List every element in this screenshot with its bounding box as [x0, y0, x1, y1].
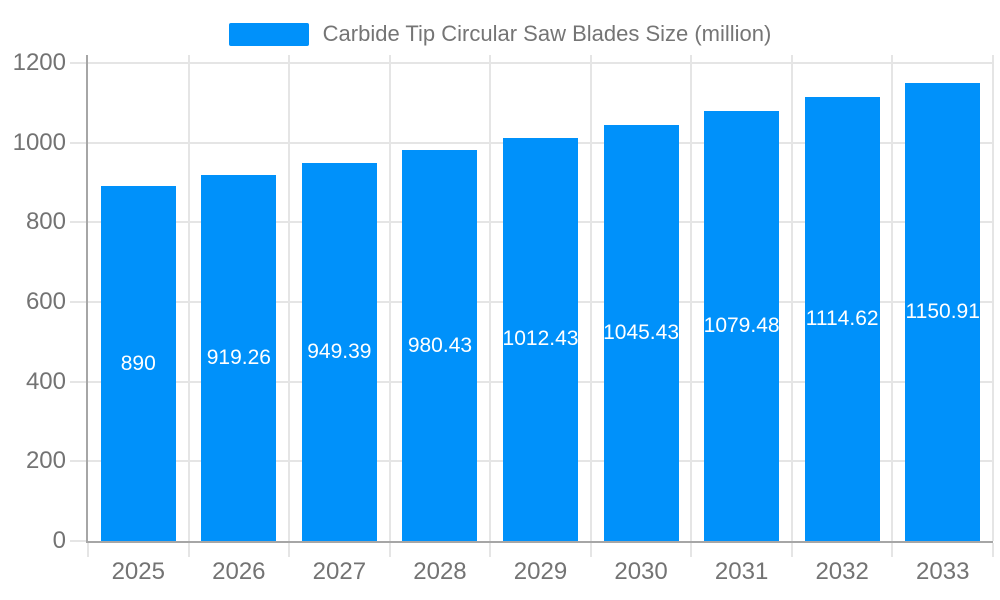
legend-marker-icon — [228, 22, 309, 46]
x-tick-label: 2030 — [614, 558, 668, 585]
x-axis-tick — [187, 543, 190, 557]
y-axis-tick — [70, 62, 86, 64]
gridline-vertical — [388, 55, 391, 541]
gridline-vertical — [288, 55, 291, 541]
bar[interactable] — [100, 186, 176, 541]
legend[interactable]: Carbide Tip Circular Saw Blades Size (mi… — [0, 22, 1000, 46]
bar[interactable] — [905, 82, 981, 541]
y-axis-tick — [70, 460, 86, 463]
x-axis-line — [86, 541, 993, 543]
gridline-vertical — [790, 55, 793, 541]
y-tick-label: 1000 — [12, 128, 66, 156]
gridline-horizontal — [88, 62, 993, 64]
gridline-vertical — [489, 55, 492, 541]
x-axis-tick — [992, 543, 994, 557]
y-axis-tick — [70, 540, 86, 542]
bar[interactable] — [804, 97, 880, 541]
y-axis-tick — [70, 221, 86, 224]
legend-label: Carbide Tip Circular Saw Blades Size (mi… — [322, 21, 772, 46]
x-axis-tick — [790, 543, 793, 557]
x-tick-label: 2026 — [212, 558, 266, 585]
gridline-vertical — [187, 55, 190, 541]
x-tick-label: 2031 — [714, 558, 769, 585]
bar-value-label: 949.39 — [307, 339, 372, 363]
x-axis-tick — [690, 543, 693, 557]
x-axis-tick — [589, 543, 592, 557]
x-tick-label: 2028 — [413, 558, 467, 585]
bar[interactable] — [301, 162, 377, 541]
y-axis-tick — [70, 380, 86, 383]
y-axis-tick — [70, 141, 86, 144]
gridline-vertical — [589, 55, 592, 541]
x-axis-tick — [489, 543, 492, 557]
y-tick-label: 800 — [25, 208, 66, 236]
bar[interactable] — [402, 150, 478, 541]
bar-value-label: 890 — [120, 351, 156, 375]
bar-value-label: 1150.91 — [905, 299, 980, 323]
bar-value-label: 1114.62 — [805, 307, 879, 330]
bar-value-label: 1079.48 — [703, 314, 780, 337]
x-axis-tick — [87, 543, 89, 557]
gridline-vertical — [690, 55, 693, 541]
x-axis-tick — [288, 543, 291, 557]
bar-value-label: 1012.43 — [502, 327, 579, 351]
bar-value-label: 1045.43 — [603, 320, 680, 344]
bar-value-label: 980.43 — [407, 333, 473, 357]
gridline-vertical — [891, 55, 894, 541]
x-tick-label: 2029 — [513, 558, 568, 585]
plot-area: 0 200 400 600 800 1000 1200 890 2025 919.26 2026 94… — [13, 50, 994, 585]
x-tick-label: 2033 — [916, 558, 970, 585]
x-tick-label: 2025 — [111, 558, 165, 585]
x-tick-label: 2027 — [312, 558, 367, 585]
bar[interactable] — [704, 111, 780, 541]
y-axis-tick — [70, 301, 86, 303]
y-tick-label: 1200 — [12, 49, 66, 76]
x-axis-tick — [388, 543, 391, 557]
bar[interactable] — [201, 174, 277, 541]
bar[interactable] — [503, 137, 578, 541]
y-tick-label: 0 — [52, 527, 66, 554]
bar-value-label: 919.26 — [206, 345, 271, 369]
y-tick-label: 200 — [25, 447, 66, 475]
x-axis-tick — [891, 543, 894, 557]
gridline-vertical — [992, 55, 994, 541]
x-tick-label: 2032 — [815, 558, 869, 585]
y-tick-label: 600 — [25, 288, 66, 315]
y-axis-line — [86, 55, 88, 543]
y-tick-label: 400 — [25, 367, 66, 395]
bar[interactable] — [603, 124, 679, 541]
